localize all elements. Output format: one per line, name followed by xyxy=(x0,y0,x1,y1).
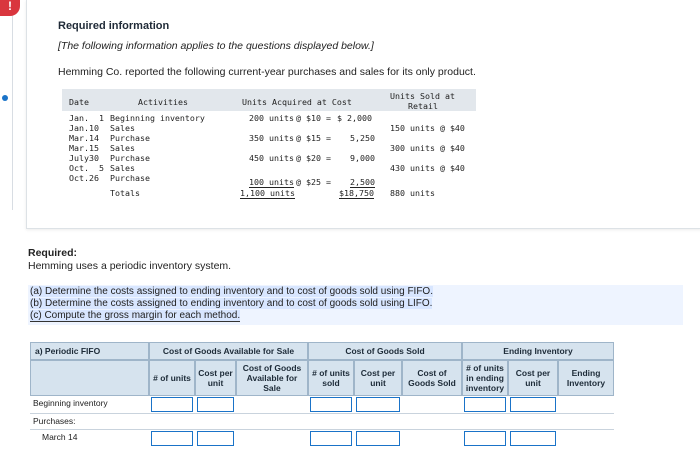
row-activity: Sales xyxy=(110,143,135,153)
row-total: 5,250 xyxy=(350,133,375,143)
header-sold-line2: Retail xyxy=(408,101,438,111)
totals-units: 1,100 units xyxy=(240,188,295,199)
group-cogs: Cost of Goods Sold xyxy=(308,342,462,360)
col-cogs: Cost of Goods Sold xyxy=(402,360,462,396)
header-date: Date xyxy=(69,97,89,107)
row-units: 450 units xyxy=(249,153,294,163)
row-date: Jan. 1 xyxy=(69,113,104,123)
row-sold: 430 units @ $40 xyxy=(390,163,465,173)
row-activity: Purchase xyxy=(110,153,150,163)
col-units-sold: # of units sold xyxy=(308,360,354,396)
note-text: [The following information applies to th… xyxy=(58,40,374,52)
row-units: 350 units xyxy=(249,133,294,143)
input-march14-cost-ending[interactable] xyxy=(510,431,556,446)
required-info-heading: Required information xyxy=(58,20,170,32)
row-units: 100 units xyxy=(249,177,294,188)
row-activity: Purchase xyxy=(110,173,150,183)
col-units: # of units xyxy=(149,360,195,396)
header-acquired: Units Acquired at Cost xyxy=(242,97,352,107)
alert-icon: ! xyxy=(0,0,20,16)
row-units: 200 units xyxy=(249,113,294,123)
tab-periodic-fifo[interactable]: a) Periodic FIFO xyxy=(30,342,149,360)
row-date: Mar.14 xyxy=(69,133,99,143)
row-date: Jan.10 xyxy=(69,123,99,133)
intro-text: Hemming Co. reported the following curre… xyxy=(58,66,476,78)
row-activity: Purchase xyxy=(110,133,150,143)
group-ending-inventory: Ending Inventory xyxy=(462,342,614,360)
header-sold-line1: Units Sold at xyxy=(390,91,455,101)
row-label-beginning: Beginning inventory xyxy=(33,398,108,408)
input-beginning-units-ending[interactable] xyxy=(464,397,506,412)
col-ending-inventory: Ending Inventory xyxy=(558,360,614,396)
row-date: July30 xyxy=(69,153,99,163)
row-sold: 150 units @ $40 xyxy=(390,123,465,133)
row-date: Mar.15 xyxy=(69,143,99,153)
fifo-answer-table: a) Periodic FIFO Cost of Goods Available… xyxy=(30,340,700,450)
row-date: Oct. 5 xyxy=(69,163,104,173)
col-cogas: Cost of Goods Available for Sale xyxy=(236,360,308,396)
row-cost: @ $15 = xyxy=(296,133,331,143)
input-beginning-cost-ending[interactable] xyxy=(510,397,556,412)
row-sold: 300 units @ $40 xyxy=(390,143,465,153)
required-text: Hemming uses a periodic inventory system… xyxy=(28,260,232,272)
required-heading: Required: xyxy=(28,247,78,259)
question-parts: (a) Determine the costs assigned to endi… xyxy=(28,285,683,325)
input-beginning-units-sold[interactable] xyxy=(310,397,352,412)
row-cost: @ $25 = xyxy=(296,177,331,187)
row-activity: Sales xyxy=(110,123,135,133)
part-c: (c) Compute the gross margin for each me… xyxy=(30,310,241,322)
col-cost-per-unit-ending: Cost per unit xyxy=(508,360,558,396)
col-cost-per-unit: Cost per unit xyxy=(195,360,236,396)
input-beginning-cost-sold[interactable] xyxy=(356,397,400,412)
totals-sold: 880 units xyxy=(390,188,435,198)
col-units-ending: # of units in ending inventory xyxy=(462,360,508,396)
group-cogas: Cost of Goods Available for Sale xyxy=(149,342,308,360)
input-march14-cost-sold[interactable] xyxy=(356,431,400,446)
header-activities: Activities xyxy=(138,97,188,107)
row-cost: @ $20 = xyxy=(296,153,331,163)
input-beginning-units[interactable] xyxy=(151,397,193,412)
totals-cost: $18,750 xyxy=(339,188,374,199)
input-march14-cost[interactable] xyxy=(197,431,234,446)
row-cost: @ $10 = xyxy=(296,113,331,123)
row-activity: Beginning inventory xyxy=(110,113,205,123)
nav-indicator-dot xyxy=(2,95,8,101)
row-total: $ 2,000 xyxy=(337,113,372,123)
col-cost-per-unit-sold: Cost per unit xyxy=(354,360,402,396)
row-divider xyxy=(30,429,614,430)
purchases-sales-table: Date Activities Units Acquired at Cost U… xyxy=(62,89,476,206)
row-divider xyxy=(30,413,614,414)
row-label-march14: March 14 xyxy=(42,432,78,442)
label-column-header xyxy=(30,360,149,396)
row-activity: Sales xyxy=(110,163,135,173)
info-card xyxy=(26,0,700,229)
part-b: (b) Determine the costs assigned to endi… xyxy=(30,298,433,309)
input-march14-units[interactable] xyxy=(151,431,193,446)
table-header-bg xyxy=(62,89,476,111)
input-march14-units-sold[interactable] xyxy=(310,431,352,446)
input-beginning-cost[interactable] xyxy=(197,397,234,412)
row-label-purchases: Purchases: xyxy=(33,416,76,426)
totals-label: Totals xyxy=(110,188,140,198)
input-march14-units-ending[interactable] xyxy=(464,431,506,446)
row-total: 9,000 xyxy=(350,153,375,163)
part-a: (a) Determine the costs assigned to endi… xyxy=(30,286,433,297)
row-date: Oct.26 xyxy=(69,173,99,183)
left-rail xyxy=(0,0,13,210)
row-total: 2,500 xyxy=(350,177,375,188)
